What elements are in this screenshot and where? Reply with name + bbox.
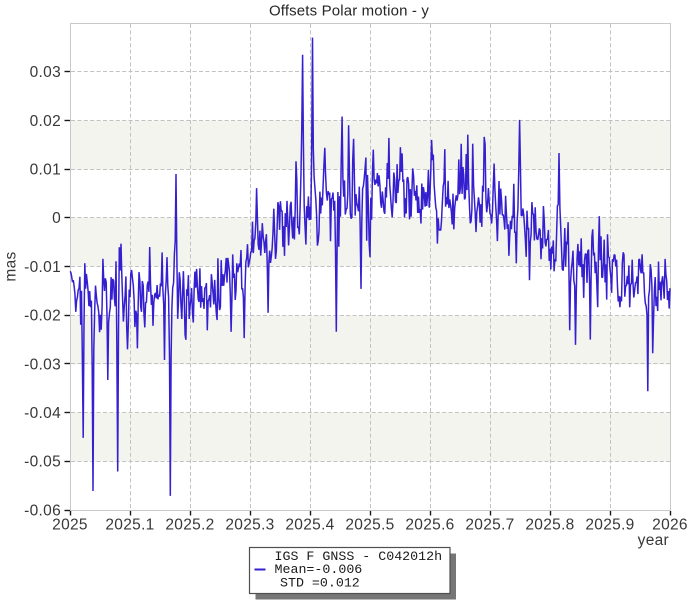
svg-text:0: 0 xyxy=(52,210,61,227)
svg-text:2025.7: 2025.7 xyxy=(465,517,514,534)
svg-text:-0.02: -0.02 xyxy=(24,308,61,325)
svg-text:2026: 2026 xyxy=(652,517,688,534)
svg-text:2025.6: 2025.6 xyxy=(405,517,454,534)
svg-text:2025.5: 2025.5 xyxy=(345,517,394,534)
svg-text:2025.8: 2025.8 xyxy=(525,517,574,534)
svg-text:0.01: 0.01 xyxy=(30,162,61,179)
svg-text:0.02: 0.02 xyxy=(30,113,61,130)
svg-text:STD =0.012: STD =0.012 xyxy=(272,575,360,590)
svg-text:year: year xyxy=(638,532,669,549)
svg-text:2025.2: 2025.2 xyxy=(165,517,214,534)
svg-text:0.03: 0.03 xyxy=(30,64,61,81)
svg-text:2025.3: 2025.3 xyxy=(225,517,274,534)
svg-text:2025: 2025 xyxy=(52,517,88,534)
svg-text:2025.9: 2025.9 xyxy=(585,517,634,534)
svg-text:-0.04: -0.04 xyxy=(24,405,61,422)
svg-text:-0.03: -0.03 xyxy=(24,356,61,373)
svg-text:2025.1: 2025.1 xyxy=(105,517,154,534)
svg-text:-0.06: -0.06 xyxy=(24,502,61,519)
svg-text:-0.01: -0.01 xyxy=(24,259,61,276)
svg-text:IGS F GNSS - C042012h: IGS F GNSS - C042012h xyxy=(275,549,443,564)
svg-text:Mean=-0.006: Mean=-0.006 xyxy=(275,562,363,577)
svg-text:mas: mas xyxy=(3,251,20,281)
svg-text:Offsets Polar motion - y: Offsets Polar motion - y xyxy=(269,3,429,20)
svg-text:-0.05: -0.05 xyxy=(24,454,61,471)
svg-text:2025.4: 2025.4 xyxy=(285,517,334,534)
